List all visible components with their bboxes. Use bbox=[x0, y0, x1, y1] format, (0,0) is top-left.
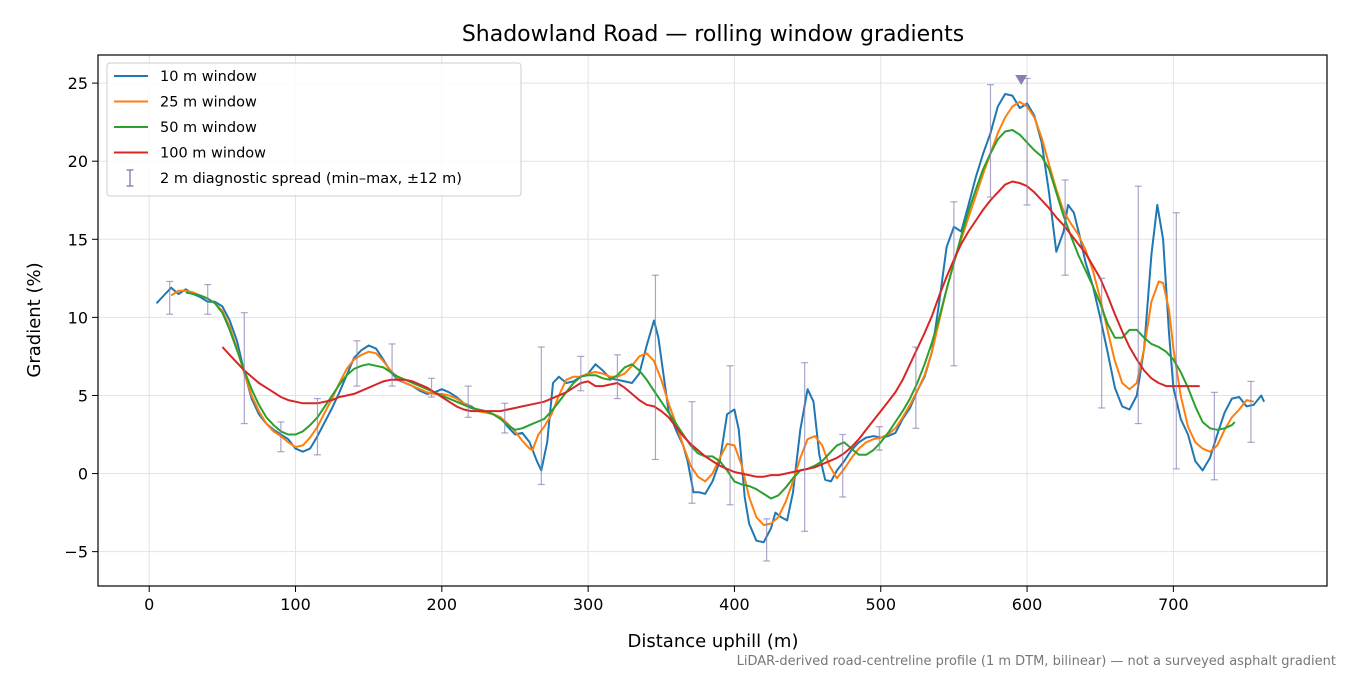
x-tick-label: 400 bbox=[719, 595, 750, 614]
legend-entry: 2 m diagnostic spread (min–max, ±12 m) bbox=[160, 171, 462, 187]
x-tick-label: 700 bbox=[1158, 595, 1189, 614]
legend-entry: 100 m window bbox=[160, 146, 266, 162]
legend-entry: 10 m window bbox=[160, 69, 257, 85]
series-line-25-m-window bbox=[170, 100, 1255, 527]
legend-entry: 25 m window bbox=[160, 95, 257, 111]
y-tick-label: 15 bbox=[68, 230, 88, 249]
axis-ticks: 0 100 200 300 400 500 600 700 −5 0 5 10 15 20 25 bbox=[64, 74, 1188, 614]
plot-frame bbox=[97, 54, 1328, 587]
y-tick-label: 20 bbox=[68, 152, 88, 171]
y-tick-label: 0 bbox=[78, 465, 88, 484]
y-tick-label: −5 bbox=[64, 543, 88, 562]
footnote: LiDAR-derived road-centreline profile (1… bbox=[737, 654, 1336, 669]
legend: 10 m window 25 m window 50 m window 100 m w… bbox=[106, 62, 522, 197]
y-tick-label: 10 bbox=[68, 308, 88, 327]
series-line-50-m-window bbox=[185, 129, 1236, 500]
y-axis-label: Gradient (%) bbox=[24, 262, 45, 377]
x-tick-label: 0 bbox=[144, 595, 154, 614]
legend-box bbox=[106, 62, 522, 197]
x-axis-label: Distance uphill (m) bbox=[628, 631, 799, 652]
series-layer bbox=[155, 74, 1266, 562]
series-line-100-m-window bbox=[221, 180, 1200, 478]
x-tick-label: 600 bbox=[1012, 595, 1043, 614]
x-tick-label: 300 bbox=[573, 595, 604, 614]
legend-entry: 50 m window bbox=[160, 120, 257, 136]
y-tick-label: 25 bbox=[68, 74, 88, 93]
chart-title: Shadowland Road — rolling window gradien… bbox=[462, 22, 964, 47]
x-tick-label: 500 bbox=[865, 595, 896, 614]
peak-marker bbox=[1015, 74, 1028, 85]
x-tick-label: 200 bbox=[427, 595, 458, 614]
y-tick-label: 5 bbox=[78, 386, 88, 405]
x-tick-label: 100 bbox=[280, 595, 311, 614]
diagnostic-spread-series bbox=[166, 77, 1255, 562]
